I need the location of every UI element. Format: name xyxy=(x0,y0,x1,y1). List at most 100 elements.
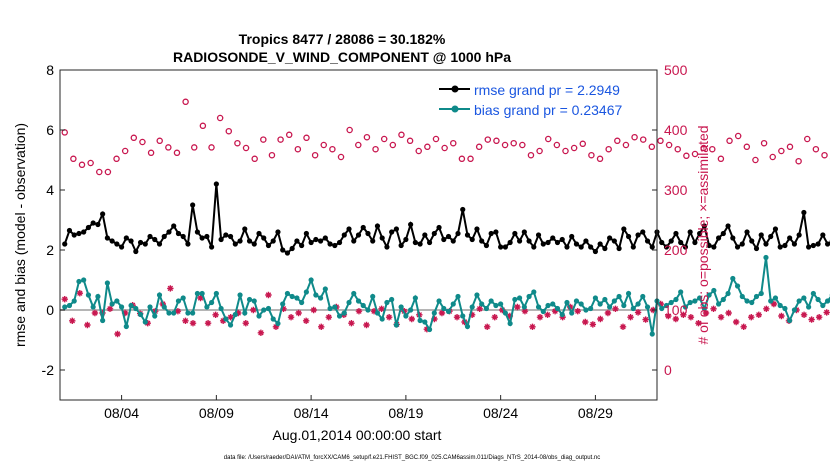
y2-tick-label-4: 400 xyxy=(664,122,688,138)
rmse-point-97 xyxy=(522,229,527,234)
bias-point-102 xyxy=(545,303,550,308)
bias-point-87 xyxy=(474,292,479,297)
assimilated-point-74 xyxy=(620,324,626,330)
rmse-point-107 xyxy=(569,234,574,239)
rmse-point-121 xyxy=(635,232,640,237)
rmse-point-104 xyxy=(555,240,560,245)
bias-point-59 xyxy=(342,310,347,315)
bias-point-17 xyxy=(143,319,148,324)
rmse-point-75 xyxy=(417,241,422,246)
rmse-point-32 xyxy=(214,181,219,186)
rmse-point-123 xyxy=(645,238,650,243)
rmse-point-63 xyxy=(361,225,366,230)
assimilated-point-95 xyxy=(778,313,784,319)
bias-point-114 xyxy=(602,297,607,302)
rmse-point-73 xyxy=(408,222,413,227)
legend-label-bias: bias grand pr = 0.23467 xyxy=(474,102,622,118)
y-tick-label-3: 4 xyxy=(46,182,54,198)
x-tick-label-4: 08/24 xyxy=(483,405,518,421)
bias-point-78 xyxy=(432,310,437,315)
bias-point-76 xyxy=(422,319,427,324)
rmse-point-29 xyxy=(200,235,205,240)
bias-point-154 xyxy=(792,307,797,312)
rmse-point-92 xyxy=(498,244,503,249)
possible-point-84 xyxy=(787,144,792,149)
bias-point-28 xyxy=(195,291,200,296)
rmse-point-143 xyxy=(740,241,745,246)
bias-point-104 xyxy=(555,306,560,311)
bias-point-74 xyxy=(413,295,418,300)
rmse-point-91 xyxy=(493,229,498,234)
rmse-point-111 xyxy=(588,244,593,249)
rmse-point-33 xyxy=(218,237,223,242)
rmse-point-48 xyxy=(290,246,295,251)
rmse-point-120 xyxy=(631,244,636,249)
bias-point-63 xyxy=(361,303,366,308)
rmse-point-87 xyxy=(474,226,479,231)
bias-point-24 xyxy=(176,298,181,303)
rmse-point-129 xyxy=(673,231,678,236)
rmse-point-78 xyxy=(432,231,437,236)
possible-point-86 xyxy=(805,136,810,141)
rmse-point-150 xyxy=(773,226,778,231)
bias-point-50 xyxy=(299,300,304,305)
bias-point-68 xyxy=(384,300,389,305)
rmse-point-116 xyxy=(612,238,617,243)
rmse-point-35 xyxy=(228,234,233,239)
assimilated-point-17 xyxy=(190,320,196,326)
bias-point-103 xyxy=(550,301,555,306)
bias-point-46 xyxy=(280,301,285,306)
rmse-point-37 xyxy=(237,238,242,243)
assimilated-point-100 xyxy=(816,314,822,320)
rmse-point-71 xyxy=(399,243,404,248)
bias-point-61 xyxy=(351,291,356,296)
bias-point-11 xyxy=(114,298,119,303)
possible-point-76 xyxy=(718,156,723,161)
rmse-point-115 xyxy=(607,235,612,240)
rmse-point-17 xyxy=(143,241,148,246)
assimilated-point-39 xyxy=(356,308,362,314)
x-tick-label-3: 08/19 xyxy=(388,405,423,421)
rmse-point-161 xyxy=(825,241,830,246)
bias-point-44 xyxy=(271,316,276,321)
bias-point-70 xyxy=(394,322,399,327)
bias-point-86 xyxy=(470,304,475,309)
bias-point-109 xyxy=(579,301,584,306)
bias-point-4 xyxy=(81,277,86,282)
rmse-point-90 xyxy=(489,231,494,236)
x-axis-label: Aug.01,2014 00:00:00 start xyxy=(273,427,442,443)
bias-point-51 xyxy=(304,289,309,294)
possible-point-71 xyxy=(675,147,680,152)
rmse-point-40 xyxy=(252,241,257,246)
bias-point-13 xyxy=(124,324,129,329)
bias-point-75 xyxy=(417,318,422,323)
bias-point-57 xyxy=(332,304,337,309)
x-tick-label-1: 08/09 xyxy=(199,405,234,421)
assimilated-point-52 xyxy=(454,314,460,320)
bias-point-119 xyxy=(626,291,631,296)
bias-point-122 xyxy=(640,294,645,299)
rmse-point-113 xyxy=(598,241,603,246)
bias-point-139 xyxy=(721,297,726,302)
bias-point-9 xyxy=(105,280,110,285)
bias-point-23 xyxy=(171,310,176,315)
bias-point-147 xyxy=(759,291,764,296)
rmse-point-68 xyxy=(384,244,389,249)
rmse-point-119 xyxy=(626,234,631,239)
bias-point-41 xyxy=(256,313,261,318)
assimilated-point-77 xyxy=(642,316,648,322)
rmse-point-41 xyxy=(256,231,261,236)
assimilated-point-68 xyxy=(575,308,581,314)
bias-point-148 xyxy=(763,255,768,260)
rmse-point-100 xyxy=(536,232,541,237)
rmse-point-147 xyxy=(759,232,764,237)
rmse-point-69 xyxy=(389,229,394,234)
bias-point-107 xyxy=(569,310,574,315)
bias-point-53 xyxy=(313,292,318,297)
rmse-point-108 xyxy=(574,241,579,246)
possible-point-70 xyxy=(667,142,672,147)
rmse-point-72 xyxy=(403,237,408,242)
rmse-point-61 xyxy=(351,238,356,243)
rmse-point-31 xyxy=(209,244,214,249)
rmse-point-13 xyxy=(124,235,129,240)
